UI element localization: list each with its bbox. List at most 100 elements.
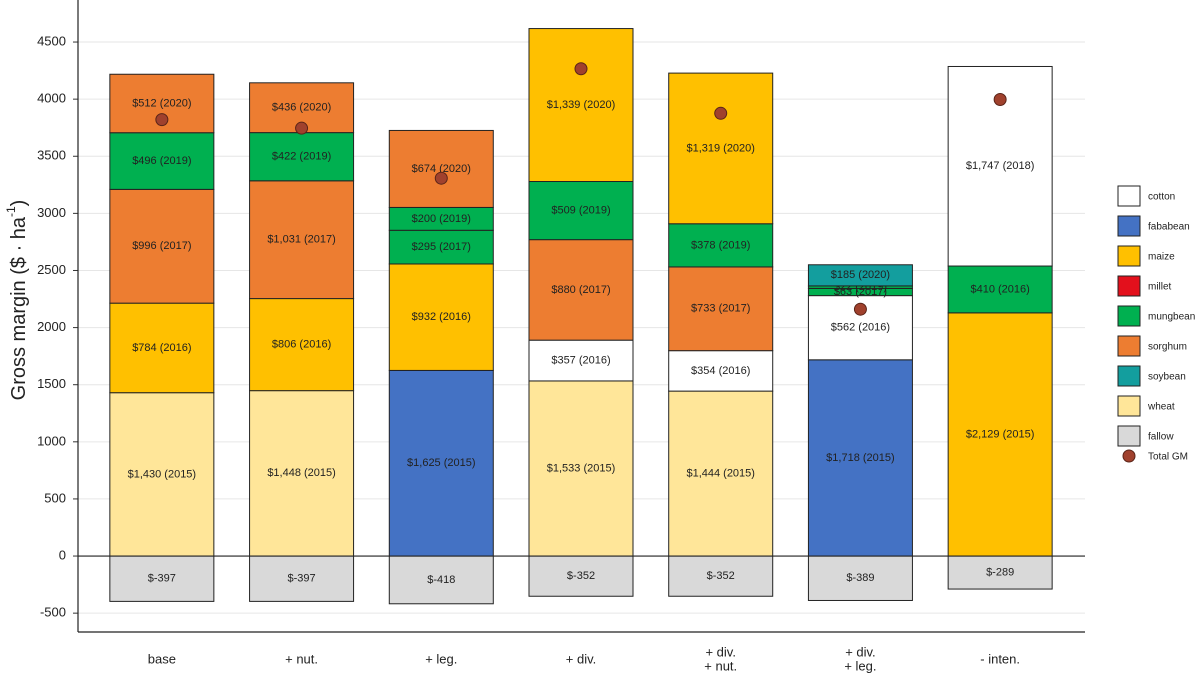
segment-label: $200 (2019)	[412, 213, 471, 225]
bar-segment	[388, 555, 494, 605]
y-tick-label: 4000	[37, 91, 66, 106]
segment-label: $1,430 (2015)	[128, 468, 197, 480]
segment-label: $185 (2020)	[831, 269, 890, 281]
segment-label: $1,533 (2015)	[547, 462, 616, 474]
segment-label: $1,031 (2017)	[267, 234, 336, 246]
segment-label: $806 (2016)	[272, 339, 331, 351]
x-tick-label: + nut.	[285, 651, 318, 666]
y-tick-label: 3500	[37, 148, 66, 163]
segment-label: $63 (2017)	[834, 286, 887, 298]
segment-label: $509 (2019)	[551, 204, 610, 216]
bar-segment	[947, 265, 1053, 314]
legend-swatch	[1117, 425, 1141, 447]
legend-swatch	[1117, 395, 1141, 417]
legend-swatch	[1117, 245, 1141, 267]
bar-segment	[388, 229, 494, 265]
bar-segment	[807, 264, 913, 287]
bar-segment	[528, 28, 634, 183]
bar-segment	[668, 72, 774, 225]
legend-swatch	[1117, 185, 1141, 207]
segment-label: $-352	[707, 570, 735, 582]
segment-label: $378 (2019)	[691, 239, 750, 251]
y-tick-label: 0	[59, 547, 66, 562]
segment-label: $357 (2016)	[551, 354, 610, 366]
y-axis-label: Gross margin ($ · ha-1)	[4, 200, 30, 401]
y-tick-label: 1000	[37, 433, 66, 448]
bar-segment	[249, 132, 355, 182]
legend-swatch	[1117, 275, 1141, 297]
bar-segment	[668, 555, 774, 597]
y-tick-label: 4500	[37, 33, 66, 48]
bar-segment	[109, 555, 215, 602]
y-tick-label: 1500	[37, 376, 66, 391]
total-gm-dot	[574, 62, 588, 76]
x-tick-label: - inten.	[980, 651, 1020, 666]
total-gm-dot	[155, 113, 169, 127]
segment-label: $1,339 (2020)	[547, 99, 616, 111]
bar-segment	[528, 380, 634, 557]
segment-label: $-389	[846, 572, 874, 584]
bar-segment	[668, 266, 774, 352]
legend-label: Total GM	[1148, 452, 1188, 463]
segment-label: $496 (2019)	[132, 155, 191, 167]
legend-swatch	[1117, 365, 1141, 387]
segment-label: $422 (2019)	[272, 151, 331, 163]
y-label-close: )	[8, 200, 30, 207]
segment-label: $1,444 (2015)	[686, 467, 755, 479]
legend-label: sorghum	[1148, 342, 1187, 353]
legend-swatch	[1117, 335, 1141, 357]
y-tick-label: -500	[40, 605, 66, 620]
legend-label: soybean	[1148, 372, 1186, 383]
bar-segment	[528, 339, 634, 382]
segment-label: $-289	[986, 566, 1014, 578]
bar-segment	[109, 188, 215, 304]
legend-label: fallow	[1148, 432, 1174, 443]
x-tick-label: + div.	[705, 644, 735, 659]
bar-segment	[668, 350, 774, 392]
segment-label: $880 (2017)	[551, 284, 610, 296]
legend-label: fababean	[1148, 222, 1190, 233]
bar-segment	[109, 302, 215, 394]
legend-label: maize	[1148, 252, 1175, 263]
x-tick-label: + leg.	[844, 658, 876, 673]
segment-label: $784 (2016)	[132, 342, 191, 354]
legend-label: mungbean	[1148, 312, 1195, 323]
segment-label: $1,718 (2015)	[826, 452, 895, 464]
y-tick-label: 2500	[37, 262, 66, 277]
bar-segment	[388, 369, 494, 557]
bar-segment	[668, 390, 774, 557]
legend-swatch	[1117, 215, 1141, 237]
segment-label: $410 (2016)	[970, 283, 1029, 295]
bar-segment	[249, 555, 355, 602]
legend-swatch	[1117, 305, 1141, 327]
segment-label: $-397	[288, 573, 316, 585]
segment-label: $733 (2017)	[691, 303, 750, 315]
bar-segment	[528, 555, 634, 597]
y-tick-label: 3000	[37, 205, 66, 220]
bar-segment	[807, 359, 913, 557]
segment-label: $1,319 (2020)	[686, 142, 755, 154]
total-gm-dot	[714, 106, 728, 120]
y-tick-label: 500	[44, 490, 66, 505]
segment-label: $932 (2016)	[412, 311, 471, 323]
segment-label: $996 (2017)	[132, 240, 191, 252]
x-tick-label: base	[148, 651, 176, 666]
bar-segment	[528, 239, 634, 341]
segment-label: $2,129 (2015)	[966, 428, 1035, 440]
x-tick-label: + nut.	[704, 658, 737, 673]
segment-label: $-418	[427, 574, 455, 586]
y-label-sup: -1	[4, 206, 18, 217]
bar-segment	[947, 555, 1053, 590]
segment-label: $-397	[148, 573, 176, 585]
segment-label: $674 (2020)	[412, 163, 471, 175]
x-tick-label: + leg.	[425, 651, 457, 666]
segment-label: $512 (2020)	[132, 97, 191, 109]
x-tick-label: + div.	[845, 644, 875, 659]
bar-segment	[668, 223, 774, 268]
legend-label: wheat	[1147, 402, 1175, 413]
bar-segment	[388, 129, 494, 208]
segment-label: $1,747 (2018)	[966, 160, 1035, 172]
total-gm-dot	[993, 92, 1007, 106]
